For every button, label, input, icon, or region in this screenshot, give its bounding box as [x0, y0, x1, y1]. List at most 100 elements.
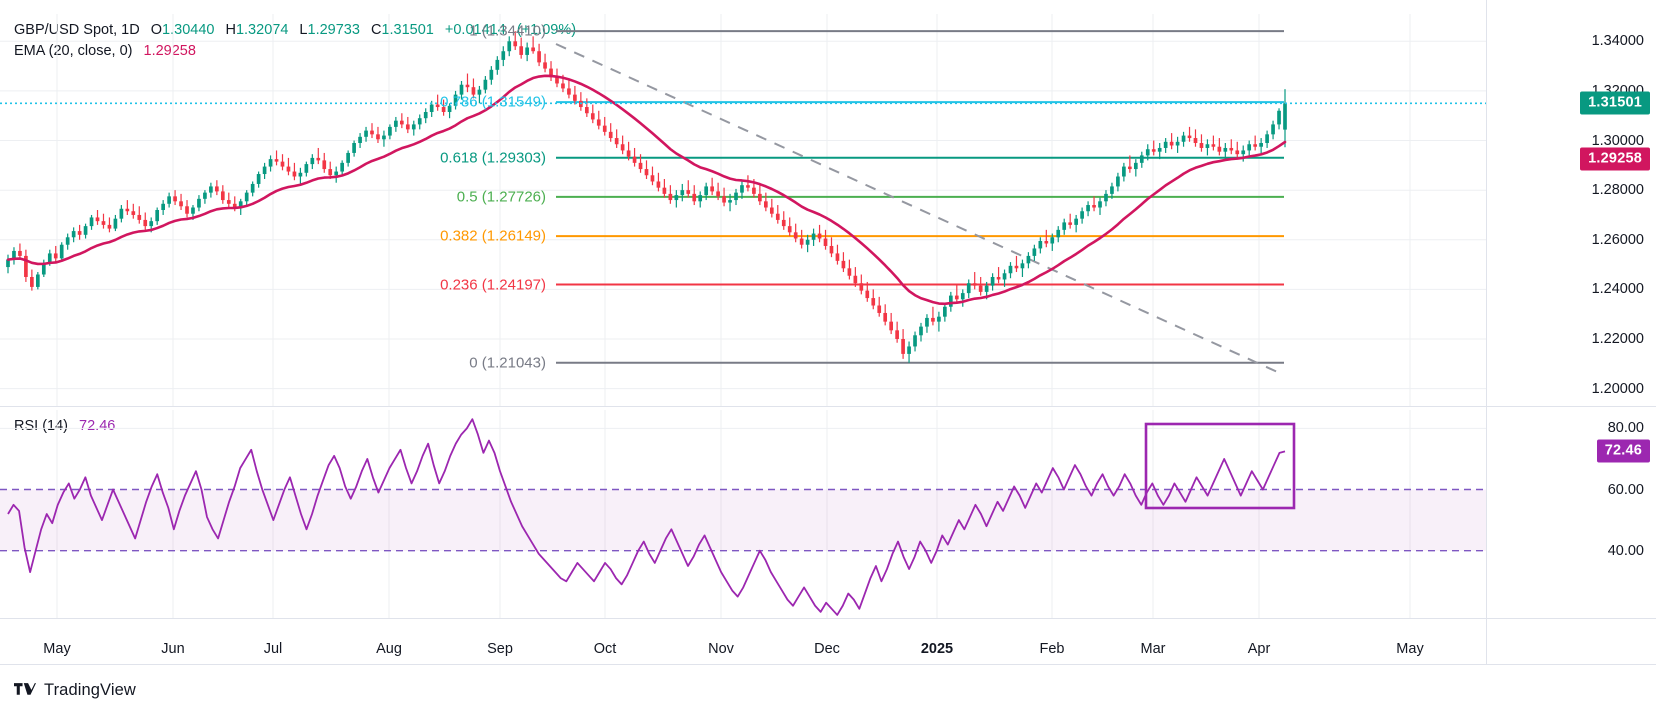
candle-body — [573, 94, 577, 101]
candle-body — [71, 231, 76, 238]
candle-body — [143, 219, 148, 227]
candle-body — [1181, 135, 1186, 142]
candle-body — [1086, 205, 1090, 212]
candle-body — [704, 186, 709, 196]
candle-body — [865, 290, 870, 299]
fib-label-0-382: 0.382 (1.26149) — [440, 227, 546, 245]
ohlc-low-value: 1.29733 — [307, 22, 360, 38]
fib-label-0-618: 0.618 (1.29303) — [440, 149, 546, 167]
candle-body — [1247, 144, 1252, 151]
candle-body — [59, 244, 64, 259]
candle-body — [1128, 166, 1132, 170]
chart-symbol-legend[interactable]: GBP/USD Spot, 1D O1.30440 H1.32074 L1.29… — [14, 22, 583, 38]
candle-body — [907, 346, 911, 354]
candle-body — [1020, 263, 1025, 269]
rsi-plot[interactable] — [0, 410, 1486, 618]
rsi-indicator-legend[interactable]: RSI (14) 72.46 — [14, 418, 122, 434]
candle-body — [811, 233, 816, 240]
candle-body — [411, 124, 416, 130]
candle-body — [1211, 144, 1216, 147]
candle-body — [1151, 149, 1156, 152]
candle-body — [292, 171, 297, 177]
candle-body — [1199, 143, 1204, 148]
candle-body — [853, 275, 858, 284]
rsi-pane[interactable] — [0, 410, 1486, 618]
candle-body — [1163, 141, 1168, 148]
candle-body — [1145, 149, 1150, 156]
candle-body — [161, 203, 165, 210]
candle-body — [6, 259, 10, 268]
candle-body — [841, 260, 846, 269]
candle-body — [805, 239, 810, 245]
candle-body — [1080, 211, 1084, 219]
candle-body — [483, 79, 488, 90]
pane-separator — [0, 406, 1656, 407]
candle-body — [1104, 193, 1108, 202]
price-axis[interactable]: 1.340001.320001.300001.280001.260001.240… — [1486, 14, 1656, 406]
candle-body — [775, 213, 780, 220]
candle-body — [65, 237, 70, 245]
time-tick-label: Oct — [593, 641, 617, 657]
candle-body — [203, 192, 207, 199]
candle-body — [698, 195, 703, 202]
time-tick-label: 2025 — [920, 641, 954, 657]
candle-body — [1277, 110, 1281, 125]
last-price-badge[interactable]: 1.31501 — [1580, 91, 1650, 115]
price-change-percent: (+1.09%) — [516, 22, 577, 38]
candle-body — [47, 253, 52, 264]
candle-body — [549, 68, 553, 78]
price-tick-label: 1.24000 — [1591, 281, 1644, 298]
candle-body — [405, 124, 410, 130]
candle-body — [232, 203, 237, 208]
candle-body — [602, 125, 607, 132]
candle-body — [274, 159, 279, 162]
candle-body — [608, 131, 613, 139]
candle-body — [1223, 147, 1228, 152]
candle-body — [280, 161, 285, 167]
candle-body — [1026, 255, 1031, 264]
ema-value-badge[interactable]: 1.29258 — [1580, 147, 1650, 171]
candle-body — [262, 166, 267, 175]
candle-body — [53, 253, 58, 259]
candle-body — [1062, 222, 1067, 230]
candle-body — [220, 191, 225, 201]
axis-separator — [1486, 0, 1487, 664]
time-tick-label: Mar — [1140, 641, 1166, 657]
candle-body — [590, 113, 595, 120]
price-plot[interactable] — [0, 14, 1486, 406]
candle-body — [125, 208, 130, 212]
price-tick-label: 1.28000 — [1591, 182, 1644, 199]
candle-body — [889, 321, 893, 331]
candle-body — [859, 283, 864, 291]
candle-body — [489, 69, 494, 80]
price-pane[interactable] — [0, 14, 1486, 406]
candle-body — [787, 226, 792, 233]
symbol-title[interactable]: GBP/USD Spot, 1D — [14, 22, 140, 38]
candle-body — [996, 276, 1001, 280]
tradingview-logo[interactable]: TradingView — [14, 681, 136, 700]
candle-body — [931, 317, 935, 322]
ohlc-high-label: H — [225, 22, 236, 38]
candle-body — [1205, 144, 1210, 148]
candle-body — [1116, 176, 1120, 187]
candle-body — [531, 47, 535, 52]
candle-body — [513, 41, 518, 47]
time-axis[interactable]: May Jun Jul Aug Sep Oct Nov Dec 2025 Feb Mar Apr May — [0, 618, 1656, 664]
time-tick-label: Apr — [1247, 641, 1271, 657]
candle-body — [584, 107, 589, 114]
candle-body — [1044, 241, 1049, 244]
candle-body — [256, 174, 261, 184]
candle-body — [101, 221, 106, 225]
candle-body — [954, 295, 959, 300]
rsi-value-badge[interactable]: 72.46 — [1596, 439, 1650, 463]
candle-body — [24, 255, 28, 277]
candle-body — [423, 112, 428, 119]
candle-body — [382, 135, 386, 140]
candle-body — [567, 88, 571, 95]
rsi-axis[interactable]: 80.00 60.00 40.00 72.46 — [1486, 410, 1656, 618]
ema-indicator-legend[interactable]: EMA (20, close, 0) 1.29258 — [14, 43, 203, 59]
candle-body — [41, 263, 46, 275]
candle-body — [960, 293, 965, 300]
candle-body — [18, 250, 22, 256]
